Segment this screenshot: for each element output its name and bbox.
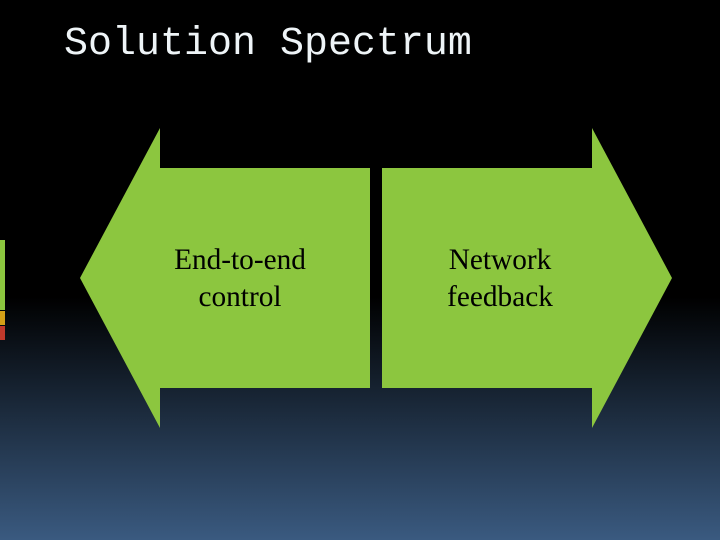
slide: Solution Spectrum End-to-end control Net… [0,0,720,540]
left-arrow-label: End-to-end control [140,242,340,315]
slide-title: Solution Spectrum [64,22,472,67]
left-arrow-label-line2: control [198,281,281,313]
arrows-container: End-to-end control Network feedback [80,128,660,428]
accent-bar-red [0,326,5,340]
accent-bar-gold [0,311,5,325]
right-arrow-label-line1: Network [449,244,552,276]
right-arrow-label-line2: feedback [447,281,553,313]
left-arrow-label-line1: End-to-end [174,244,306,276]
accent-bar-green [0,240,5,310]
right-arrow-label: Network feedback [400,242,600,315]
